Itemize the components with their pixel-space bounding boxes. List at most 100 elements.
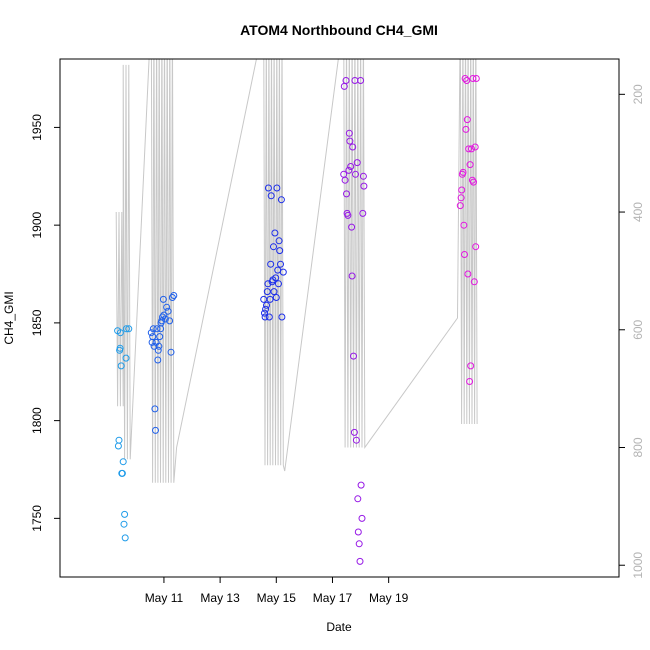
- data-point: [466, 161, 474, 169]
- data-point: [459, 168, 467, 176]
- data-point: [350, 352, 357, 360]
- data-point: [275, 280, 282, 288]
- x-tick-label: May 19: [369, 591, 409, 605]
- data-point: [121, 510, 129, 518]
- y-tick-label: 1900: [30, 211, 44, 238]
- y2-tick-label: 800: [631, 437, 645, 457]
- data-point: [272, 294, 280, 301]
- data-point: [263, 301, 270, 309]
- data-point: [261, 313, 269, 321]
- data-point: [277, 196, 285, 204]
- data-point: [465, 145, 473, 153]
- data-point: [267, 260, 275, 268]
- data-point: [457, 194, 465, 202]
- data-point: [164, 307, 172, 315]
- x-tick-label: May 13: [200, 591, 240, 605]
- data-point: [460, 221, 468, 229]
- data-point: [155, 342, 163, 350]
- data-point: [121, 534, 129, 542]
- data-point: [468, 145, 475, 153]
- y-axis-label: CH4_GMI: [2, 291, 16, 344]
- data-point: [168, 294, 176, 301]
- data-point: [119, 458, 127, 466]
- y2-tick-label: 200: [631, 84, 645, 104]
- data-point: [471, 143, 479, 151]
- data-point: [167, 348, 175, 356]
- data-point: [154, 346, 162, 354]
- y2-tick-label: 1000: [631, 552, 645, 579]
- data-point: [276, 247, 284, 255]
- data-point: [114, 442, 122, 450]
- data-point: [159, 295, 167, 303]
- data-point: [152, 426, 159, 434]
- data-point: [277, 260, 284, 268]
- data-points-layer: [114, 75, 480, 565]
- y2-tick-label: 600: [631, 319, 645, 339]
- data-point: [270, 243, 277, 251]
- data-point: [456, 202, 464, 210]
- data-point: [343, 190, 350, 198]
- data-point: [357, 77, 365, 84]
- data-point: [116, 329, 124, 337]
- data-point: [117, 362, 125, 370]
- data-point: [153, 325, 161, 333]
- data-point: [156, 333, 164, 341]
- data-point: [344, 211, 352, 219]
- data-point: [161, 315, 169, 323]
- data-point: [349, 143, 357, 151]
- data-point: [469, 75, 477, 82]
- data-point: [116, 344, 124, 352]
- data-point: [154, 356, 162, 364]
- data-point: [356, 557, 364, 565]
- y2-tick-label: 400: [631, 202, 645, 222]
- data-point: [462, 125, 470, 133]
- data-point: [265, 313, 273, 321]
- data-point: [357, 481, 365, 489]
- data-point: [267, 192, 275, 200]
- data-point: [151, 405, 159, 413]
- data-point: [359, 209, 367, 217]
- data-point: [122, 325, 130, 333]
- data-point: [472, 75, 480, 82]
- data-point: [149, 333, 157, 341]
- data-point: [345, 166, 353, 174]
- data-point: [166, 317, 174, 325]
- data-point: [348, 272, 356, 280]
- y-tick-label: 1950: [30, 114, 44, 141]
- data-point: [467, 362, 475, 370]
- data-point: [272, 274, 280, 282]
- data-point: [346, 137, 354, 145]
- data-point: [278, 313, 286, 321]
- y-tick-label: 1800: [30, 407, 44, 434]
- data-point: [271, 229, 279, 237]
- data-point: [270, 288, 278, 296]
- altitude-trace: [115, 59, 478, 483]
- data-point: [355, 540, 363, 548]
- data-point: [470, 278, 478, 286]
- data-point: [359, 172, 367, 180]
- data-point: [458, 186, 466, 194]
- data-point: [347, 163, 355, 170]
- data-point: [348, 223, 356, 231]
- data-point: [461, 75, 469, 82]
- data-point: [354, 495, 362, 503]
- data-point: [279, 268, 287, 276]
- data-point: [170, 292, 178, 299]
- data-point: [463, 77, 471, 84]
- x-axis-label: Date: [326, 620, 352, 634]
- axes-layer: May 11 May 13 May 15 May 17 May 19 1750 1800 18…: [30, 84, 645, 605]
- data-point: [352, 170, 359, 178]
- y-tick-label: 1850: [30, 309, 44, 336]
- data-point: [149, 325, 157, 333]
- data-point: [163, 303, 171, 311]
- data-point: [273, 184, 281, 192]
- data-point: [261, 309, 268, 317]
- data-point: [275, 237, 283, 245]
- data-point: [342, 77, 350, 84]
- data-point: [160, 311, 168, 319]
- data-point: [472, 243, 480, 251]
- altitude-trace-layer: [115, 59, 478, 483]
- data-point: [264, 184, 272, 192]
- data-point: [463, 116, 471, 124]
